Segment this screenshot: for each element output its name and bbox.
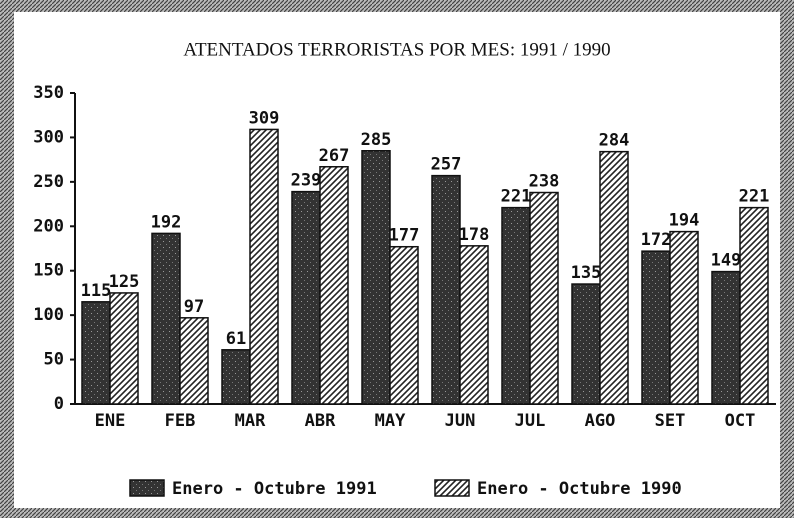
- y-tick-label: 150: [33, 261, 64, 281]
- bar: [501, 206, 531, 405]
- data-label: 97: [184, 297, 204, 317]
- data-label: 149: [711, 251, 742, 271]
- bar: [571, 283, 601, 405]
- bar: [151, 232, 181, 405]
- bar: [109, 292, 139, 405]
- bar: [641, 250, 671, 405]
- x-tick-label: JUN: [445, 411, 476, 431]
- x-tick-label: MAY: [375, 411, 406, 431]
- legend-swatch: [434, 479, 470, 497]
- data-label: 309: [249, 108, 280, 128]
- data-label: 221: [501, 187, 532, 207]
- x-tick-label: ABR: [305, 411, 336, 431]
- chart-title: ATENTADOS TERRORISTAS POR MES: 1991 / 19…: [183, 39, 610, 60]
- y-tick-label: 350: [33, 83, 64, 103]
- y-tick-label: 300: [33, 127, 64, 147]
- bar: [739, 206, 769, 405]
- data-label: 178: [459, 225, 490, 245]
- bar: [179, 317, 209, 405]
- x-tick-label: MAR: [235, 411, 266, 431]
- y-tick-label: 100: [33, 305, 64, 325]
- bar: [529, 191, 559, 405]
- y-tick-label: 200: [33, 216, 64, 236]
- bar: [389, 245, 419, 405]
- x-tick-label: JUL: [515, 411, 546, 431]
- bar: [81, 301, 111, 405]
- bar: [599, 150, 629, 405]
- data-label: 284: [599, 131, 630, 151]
- x-tick-label: OCT: [725, 411, 756, 431]
- y-tick-label: 0: [54, 394, 64, 414]
- bar: [361, 150, 391, 405]
- x-tick-label: ENE: [95, 411, 126, 431]
- data-label: 115: [81, 281, 112, 301]
- data-label: 192: [151, 212, 182, 232]
- data-label: 221: [739, 187, 770, 207]
- data-label: 257: [431, 155, 462, 175]
- data-label: 239: [291, 171, 322, 191]
- y-tick-label: 50: [44, 350, 64, 370]
- legend-swatch: [129, 479, 165, 497]
- data-label: 267: [319, 146, 350, 166]
- bar: [291, 190, 321, 405]
- x-tick-label: SET: [655, 411, 686, 431]
- legend-label: Enero - Octubre 1990: [477, 479, 682, 499]
- data-label: 172: [641, 230, 672, 250]
- bar: [711, 270, 741, 405]
- y-tick-label: 250: [33, 172, 64, 192]
- data-label: 135: [571, 263, 602, 283]
- bar: [249, 128, 279, 405]
- data-label: 238: [529, 172, 560, 192]
- legend-label: Enero - Octubre 1991: [172, 479, 377, 499]
- bar: [319, 166, 349, 405]
- data-label: 285: [361, 130, 392, 150]
- x-tick-label: FEB: [165, 411, 196, 431]
- data-label: 61: [226, 329, 246, 349]
- bar: [431, 174, 461, 405]
- x-tick-label: AGO: [585, 411, 616, 431]
- bar: [459, 245, 489, 405]
- data-label: 194: [669, 211, 700, 231]
- data-label: 177: [389, 226, 420, 246]
- bar: [669, 230, 699, 405]
- bar: [221, 349, 251, 405]
- data-label: 125: [109, 272, 140, 292]
